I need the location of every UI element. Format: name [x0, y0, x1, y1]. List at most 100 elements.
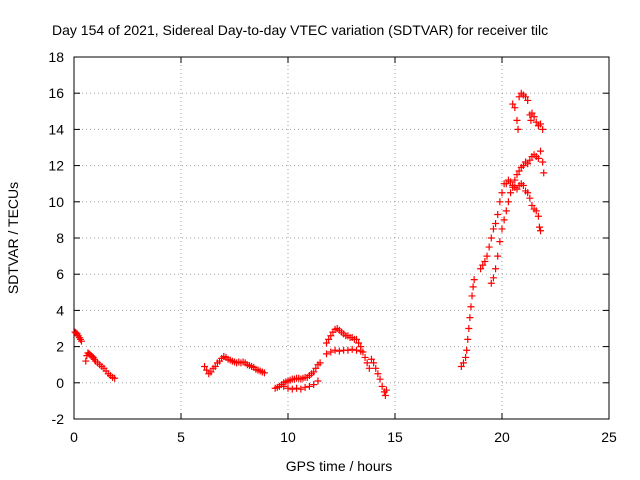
- data-point: [528, 201, 536, 209]
- data-point: [363, 359, 371, 367]
- data-point: [483, 252, 491, 260]
- data-point: [348, 345, 356, 353]
- data-point: [515, 167, 523, 175]
- data-point: [502, 180, 510, 188]
- grid-lines: [74, 57, 609, 419]
- data-point: [111, 374, 119, 382]
- data-point: [361, 353, 369, 361]
- data-point: [537, 227, 545, 235]
- data-point: [376, 375, 384, 383]
- data-point: [485, 243, 493, 251]
- data-series: [71, 89, 548, 399]
- data-point: [469, 283, 477, 291]
- data-point: [297, 385, 305, 393]
- data-point: [327, 348, 335, 356]
- y-tick-label: -2: [52, 411, 65, 427]
- chart-title: Day 154 of 2021, Sidereal Day-to-day VTE…: [52, 22, 548, 38]
- data-point: [323, 339, 331, 347]
- data-point: [526, 156, 534, 164]
- data-point: [498, 189, 506, 197]
- data-point: [509, 183, 517, 191]
- data-point: [534, 154, 542, 162]
- x-tick-label: 25: [601, 429, 617, 445]
- data-point: [335, 347, 343, 355]
- data-point: [310, 368, 318, 376]
- data-point: [82, 357, 90, 365]
- data-point: [489, 225, 497, 233]
- data-point: [367, 355, 375, 363]
- data-point: [357, 347, 365, 355]
- data-point: [498, 225, 506, 233]
- data-point: [481, 258, 489, 266]
- data-point: [457, 363, 465, 371]
- data-point: [465, 325, 473, 332]
- y-tick-label: 6: [56, 266, 64, 282]
- data-point: [331, 346, 339, 354]
- y-tick-label: 10: [48, 194, 64, 210]
- data-point: [479, 261, 487, 269]
- data-point: [372, 364, 380, 372]
- data-point: [534, 212, 542, 220]
- data-point: [477, 265, 485, 273]
- data-point: [524, 160, 532, 168]
- data-point: [522, 93, 530, 101]
- data-point: [507, 189, 515, 197]
- data-point: [492, 220, 500, 228]
- axis-ticks: [73, 56, 610, 420]
- data-point: [507, 178, 515, 186]
- data-point: [515, 93, 523, 101]
- data-point: [492, 265, 500, 273]
- data-point: [316, 359, 324, 367]
- x-tick-label: 15: [387, 429, 403, 445]
- data-point: [365, 364, 373, 372]
- data-point: [496, 238, 504, 246]
- data-point: [496, 198, 504, 206]
- data-point: [530, 113, 538, 121]
- y-tick-label: 8: [56, 230, 64, 246]
- data-point: [462, 353, 470, 361]
- data-point: [524, 189, 532, 197]
- data-point: [519, 162, 527, 170]
- data-point: [327, 332, 335, 340]
- data-point: [260, 369, 268, 377]
- x-axis-title: GPS time / hours: [286, 458, 393, 474]
- data-point: [314, 377, 322, 385]
- data-point: [494, 210, 502, 218]
- data-point: [293, 384, 301, 392]
- data-point: [466, 314, 474, 322]
- data-point: [509, 100, 517, 108]
- data-point: [325, 335, 333, 343]
- data-point: [504, 198, 512, 206]
- data-point: [370, 359, 378, 367]
- x-tick-label: 20: [494, 429, 510, 445]
- data-point: [511, 176, 519, 184]
- y-axis-title: SDTVAR / TECUs: [5, 182, 21, 294]
- x-tick-label: 10: [280, 429, 296, 445]
- data-point: [374, 370, 382, 378]
- data-point: [312, 364, 320, 372]
- data-point: [305, 382, 313, 390]
- data-point: [500, 216, 508, 224]
- data-point: [468, 292, 476, 300]
- y-tick-label: 18: [48, 49, 64, 65]
- data-point: [381, 391, 389, 399]
- y-tick-label: 12: [48, 158, 64, 174]
- x-tick-label: 5: [177, 429, 185, 445]
- y-tick-label: 2: [56, 339, 64, 355]
- data-point: [526, 194, 534, 202]
- data-point: [211, 363, 219, 371]
- data-point: [207, 368, 215, 376]
- data-point: [487, 234, 495, 242]
- data-point: [513, 185, 521, 193]
- data-point: [502, 207, 510, 215]
- x-tick-labels: 0 5 10 15 20 25: [70, 429, 617, 445]
- data-point: [382, 386, 390, 394]
- data-point: [323, 350, 331, 358]
- data-point: [467, 303, 475, 311]
- x-tick-label: 0: [70, 429, 78, 445]
- data-point: [528, 109, 536, 117]
- data-point: [344, 346, 352, 354]
- data-point: [487, 279, 495, 287]
- data-point: [494, 252, 502, 260]
- data-point: [537, 147, 545, 155]
